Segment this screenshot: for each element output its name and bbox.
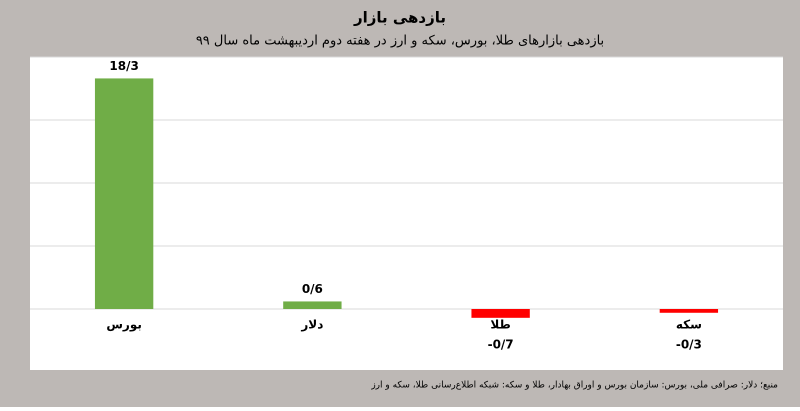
x-tick-label: دلار (300, 318, 323, 332)
value-label: -0/7 (488, 338, 514, 352)
x-tick-label: بورس (106, 318, 142, 333)
chart-subtitle: بازدهی بازارهای طلا، بورس، سکه و ارز در … (196, 34, 604, 49)
value-label: 0/6 (302, 282, 323, 296)
bar (471, 309, 530, 318)
bar (283, 301, 342, 309)
plot-area (30, 57, 783, 370)
chart-title: بازدهی بازار (353, 9, 446, 27)
source-note: منبع؛ دلار: صرافی ملی، بورس: سازمان بورس… (370, 381, 778, 391)
value-label: 18/3 (109, 59, 138, 73)
x-tick-label: طلا (490, 318, 510, 332)
value-label: -0/3 (676, 338, 702, 352)
bar (94, 78, 154, 309)
x-tick-label: سکه (676, 318, 702, 332)
bar (659, 309, 719, 313)
